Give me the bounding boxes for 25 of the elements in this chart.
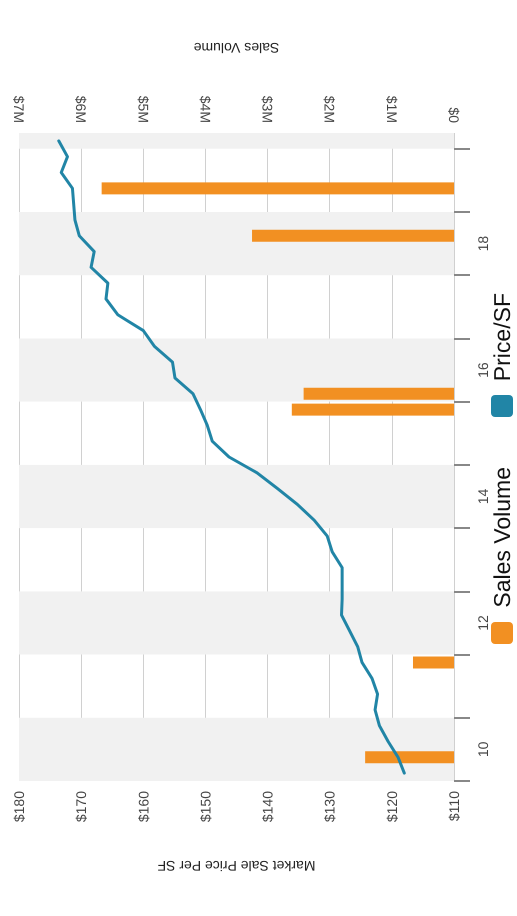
x2-tick-label: $3M — [260, 96, 276, 123]
y-tick-label: 12 — [475, 614, 491, 631]
y-tick-label: 18 — [475, 236, 491, 252]
x-tick-label: $170 — [73, 790, 90, 822]
x-tick-label: $120 — [384, 790, 400, 822]
x2-tick-label: $2M — [322, 96, 338, 123]
text: Price/SF — [489, 293, 515, 382]
x2-tick-label: $0 — [446, 107, 462, 124]
x-tick-label: $150 — [197, 790, 214, 822]
y-tick-label: 16 — [475, 362, 491, 378]
x-tick-label: $160 — [135, 790, 152, 822]
y-tick-label: 10 — [475, 741, 491, 758]
text: Sales Volume — [489, 467, 515, 608]
y-tick-label: 14 — [475, 488, 491, 504]
x2-tick-label: $4M — [197, 96, 214, 123]
x-tick-label: $130 — [322, 790, 338, 822]
x2-tick-label: $1M — [384, 96, 400, 123]
x2-axis-title: Sales Volume — [193, 40, 280, 56]
x-tick-label: $140 — [260, 790, 276, 822]
x2-tick-label: $5M — [135, 96, 152, 123]
x-tick-label: $110 — [446, 790, 462, 822]
x2-tick-label: $6M — [73, 96, 90, 123]
x-tick-label: $180 — [11, 790, 27, 822]
x-axis-title: Market Sale Price Per SF — [158, 858, 316, 874]
x2-tick-label: $7M — [11, 96, 27, 123]
